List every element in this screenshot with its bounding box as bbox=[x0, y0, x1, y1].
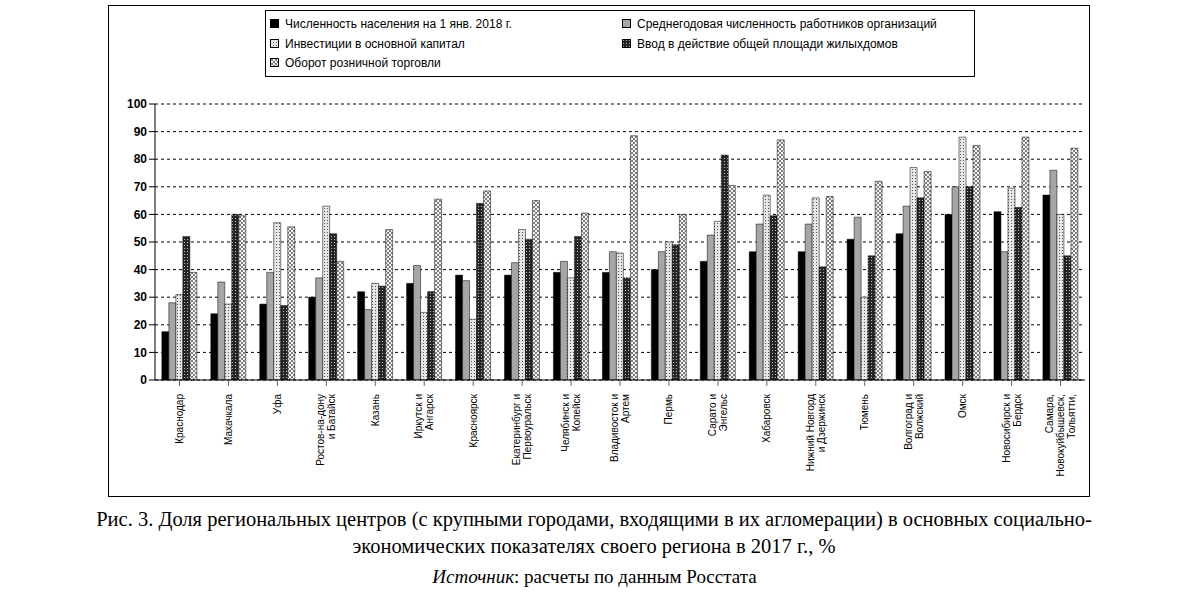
svg-text:Пермь: Пермь bbox=[663, 394, 674, 424]
svg-text:10: 10 bbox=[134, 346, 148, 360]
svg-text:40: 40 bbox=[134, 263, 148, 277]
svg-text:30: 30 bbox=[134, 290, 148, 304]
svg-text:60: 60 bbox=[134, 208, 148, 222]
svg-text:Тюмень: Тюмень bbox=[859, 394, 870, 430]
svg-text:Казань: Казань bbox=[370, 394, 381, 426]
svg-text:80: 80 bbox=[134, 152, 148, 166]
svg-text:Сарато иЭнгельс: Сарато иЭнгельс bbox=[707, 394, 729, 436]
svg-text:Челябинск иКопейск: Челябинск иКопейск bbox=[560, 393, 582, 451]
svg-text:Уфа: Уфа bbox=[272, 394, 283, 415]
svg-text:20: 20 bbox=[134, 318, 148, 332]
svg-text:Иркутск иАнгарск: Иркутск иАнгарск bbox=[413, 393, 435, 438]
svg-text:Краснодар: Краснодар bbox=[174, 394, 185, 444]
svg-text:Махачкала: Махачкала bbox=[223, 394, 234, 445]
svg-text:Ростов-на-донуи Батайск: Ростов-на-донуи Батайск bbox=[315, 393, 337, 465]
html-text:Численность населения на 1 янв: Численность населения на 1 янв. 2018 г. bbox=[285, 16, 512, 31]
svg-text:0: 0 bbox=[140, 373, 147, 387]
svg-text:Хабаровск: Хабаровск bbox=[761, 393, 772, 443]
html-text:Инвестиции в основной капитал: Инвестиции в основной капитал bbox=[285, 36, 465, 51]
svg-text:50: 50 bbox=[134, 235, 148, 249]
svg-text:Нижний Новгорди Дзержинск: Нижний Новгорди Дзержинск bbox=[805, 393, 827, 471]
svg-text:90: 90 bbox=[134, 125, 148, 139]
svg-text:100: 100 bbox=[127, 97, 147, 111]
html-text:Среднегодовая численность рабо: Среднегодовая численность работников орг… bbox=[637, 16, 937, 31]
html-text:Рис. 3. Доля региональных цент: Рис. 3. Доля региональных центров (с кру… bbox=[96, 508, 1092, 557]
html-text:Ввод в действие общей площади: Ввод в действие общей площади жилыхдомов bbox=[637, 36, 898, 51]
svg-text:Самара,Новокуйбышевск,Тольятти: Самара,Новокуйбышевск,Тольятти, bbox=[1044, 394, 1077, 476]
svg-text:Волгоград иВолжский: Волгоград иВолжский bbox=[903, 394, 925, 450]
svg-text:Екатеринбург иПервоуральск: Екатеринбург иПервоуральск bbox=[511, 393, 533, 465]
svg-text:Красноярск: Красноярск bbox=[468, 393, 479, 447]
html-text:Оборот розничной торговли: Оборот розничной торговли bbox=[285, 56, 441, 71]
svg-text:70: 70 bbox=[134, 180, 148, 194]
svg-text:Владивосток иАртем: Владивосток иАртем bbox=[609, 394, 631, 462]
svg-text:Новосибирск иБердск: Новосибирск иБердск bbox=[1001, 393, 1023, 462]
html-text:Источник: расчеты по данным Ро: Источник: расчеты по данным Росстата bbox=[432, 566, 757, 587]
svg-text:Омск: Омск bbox=[957, 393, 968, 418]
